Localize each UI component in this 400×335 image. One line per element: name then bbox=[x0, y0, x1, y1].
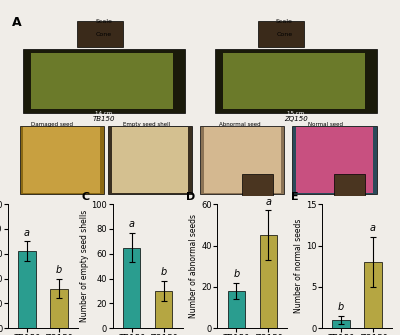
Text: E: E bbox=[291, 192, 298, 202]
Bar bbox=[23, 49, 185, 113]
Text: Empty seed shell: Empty seed shell bbox=[123, 122, 170, 127]
Bar bbox=[31, 53, 173, 109]
Bar bbox=[242, 174, 273, 196]
Text: Scale: Scale bbox=[276, 19, 293, 24]
Text: a: a bbox=[24, 228, 30, 238]
Bar bbox=[50, 288, 68, 328]
Bar bbox=[215, 49, 377, 113]
Bar bbox=[296, 127, 373, 193]
Text: 15 cm: 15 cm bbox=[287, 111, 305, 116]
Text: Scale: Scale bbox=[96, 19, 112, 24]
Text: Cone: Cone bbox=[276, 32, 292, 38]
Text: a: a bbox=[265, 197, 271, 207]
Text: b: b bbox=[56, 265, 62, 275]
Text: a: a bbox=[370, 223, 376, 233]
Bar bbox=[292, 126, 377, 195]
Bar bbox=[155, 291, 172, 328]
Y-axis label: Number of abnormal seeds: Number of abnormal seeds bbox=[190, 214, 198, 318]
Text: Cone: Cone bbox=[96, 32, 112, 38]
Bar bbox=[23, 127, 100, 193]
Bar bbox=[334, 174, 365, 196]
Y-axis label: Number of empty seed shells: Number of empty seed shells bbox=[80, 210, 89, 322]
Text: D: D bbox=[186, 192, 195, 202]
Bar bbox=[77, 21, 123, 47]
Text: a: a bbox=[129, 219, 135, 229]
Bar bbox=[123, 248, 140, 328]
Y-axis label: Number of normal seeds: Number of normal seeds bbox=[294, 219, 303, 313]
Bar bbox=[108, 126, 192, 195]
Text: Abnormal seed: Abnormal seed bbox=[219, 122, 261, 127]
Text: Normal seed: Normal seed bbox=[308, 122, 342, 127]
Bar bbox=[18, 251, 36, 328]
Text: b: b bbox=[160, 267, 167, 277]
Text: 14 cm: 14 cm bbox=[95, 111, 113, 116]
Bar bbox=[204, 127, 281, 193]
Text: C: C bbox=[81, 192, 90, 202]
Bar bbox=[228, 291, 245, 328]
Bar bbox=[260, 235, 277, 328]
Bar bbox=[112, 127, 188, 193]
Text: b: b bbox=[338, 302, 344, 312]
Text: TB150: TB150 bbox=[93, 116, 115, 122]
Bar bbox=[200, 126, 284, 195]
Text: A: A bbox=[12, 16, 22, 28]
Text: ZQ150: ZQ150 bbox=[284, 116, 308, 122]
Text: b: b bbox=[233, 269, 240, 279]
Bar bbox=[364, 262, 382, 328]
Bar bbox=[258, 21, 304, 47]
Bar bbox=[332, 320, 350, 328]
Text: Damaged seed: Damaged seed bbox=[31, 122, 73, 127]
Bar bbox=[20, 126, 104, 195]
Bar bbox=[223, 53, 365, 109]
